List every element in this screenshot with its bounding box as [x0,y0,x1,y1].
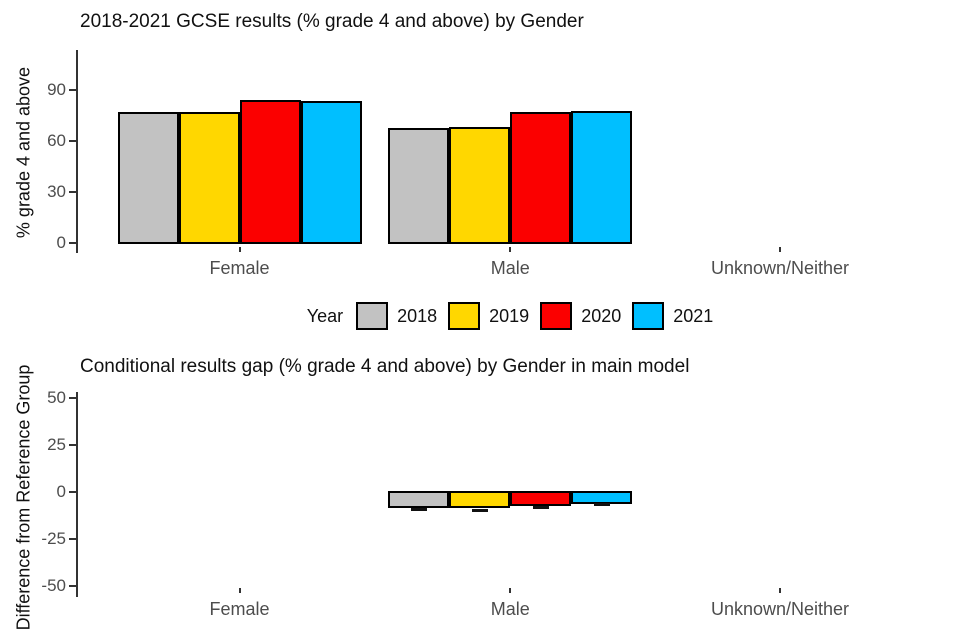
y-tick-label: 30 [47,181,66,201]
legend-label: 2019 [489,305,530,326]
x-category-label: Female [209,599,270,619]
x-category-label: Male [490,258,530,278]
bar-male-2018 [388,127,450,244]
y-tick-label: 50 [47,387,66,407]
y-tick-label: 60 [47,131,66,151]
top-chart-title: 2018-2021 GCSE results (% grade 4 and ab… [80,11,584,32]
legend-label: 2018 [397,305,438,326]
top-chart-y-axis-label: % grade 4 and above [13,66,34,239]
y-tick-label: 0 [56,232,66,252]
y-axis-tick [69,537,76,540]
y-tick-label: 0 [56,481,66,501]
x-category-label: Male [490,599,530,619]
legend-swatch-2021 [632,302,665,330]
x-axis-tick [779,588,781,593]
y-axis-tick [69,584,76,587]
legend-swatch-2019 [448,302,481,330]
y-axis-tick [69,490,76,493]
x-axis-tick [509,247,512,252]
bar-male-2019 [449,127,511,244]
legend-items: 2018 2019 2020 2021 [356,302,713,330]
y-axis-line [76,392,78,597]
bar-male-2020 [510,112,572,244]
legend: Year 2018 2019 2020 2021 [78,299,942,333]
bar-male-2019 [449,490,511,509]
legend-item-2020: 2020 [540,302,621,330]
y-axis-tick [69,190,76,193]
error-bar-cap-2018 [410,507,427,511]
bar-female-2019 [178,112,240,244]
x-axis-tick [238,588,241,593]
y-axis-line [76,50,78,253]
x-category-label: Unknown/Neither [710,258,850,278]
bar-male-2020 [510,490,572,507]
bar-male-2018 [388,490,450,508]
y-axis-tick [69,443,76,446]
y-axis-tick [69,241,76,244]
bottom-chart-title: Conditional results gap (% grade 4 and a… [80,356,690,377]
bar-female-2018 [117,111,179,244]
legend-item-2021: 2021 [632,302,713,330]
bar-male-2021 [571,490,633,504]
legend-item-2018: 2018 [356,302,437,330]
legend-label: 2020 [581,305,622,326]
y-axis-tick [69,140,76,143]
error-bar-cap-2019 [471,508,488,512]
legend-title: Year [306,305,344,326]
y-tick-label: 25 [47,434,66,454]
x-category-label: Female [209,258,270,278]
legend-item-2019: 2019 [448,302,529,330]
legend-label: 2021 [673,305,714,326]
y-tick-label: -50 [41,575,66,595]
y-tick-label: 90 [47,80,66,100]
y-axis-tick [69,396,76,399]
legend-swatch-2018 [356,302,389,330]
legend-swatch-2020 [540,302,573,330]
bar-female-2021 [300,100,362,244]
error-bar-cap-2020 [532,505,549,509]
x-category-label: Unknown/Neither [710,599,850,619]
x-axis-tick [509,588,512,593]
error-bar-cap-2021 [593,503,610,507]
x-axis-tick [238,247,241,252]
bar-male-2021 [571,111,633,244]
x-axis-tick [779,247,781,252]
bar-female-2020 [239,99,301,244]
y-tick-label: -25 [41,528,66,548]
y-axis-tick [69,89,76,92]
